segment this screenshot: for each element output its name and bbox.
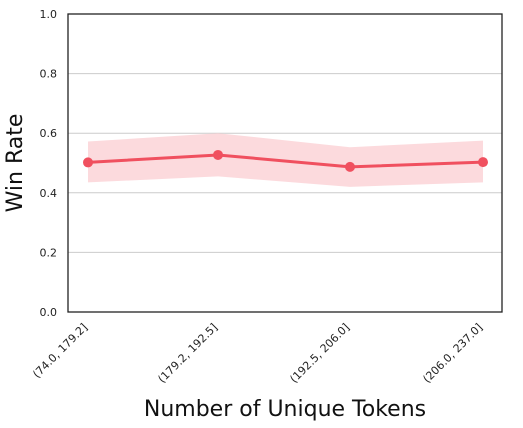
x-tick-label: (192.5, 206.0]	[287, 321, 352, 386]
x-tick-label: (74.0, 179.2]	[30, 321, 90, 381]
data-points	[83, 149, 488, 172]
data-point	[83, 157, 93, 168]
y-tick-labels: 0.0 0.2 0.4 0.6 0.8 1.0	[40, 8, 58, 319]
plot-frame	[67, 13, 503, 313]
y-axis-title: Win Rate	[3, 114, 28, 213]
x-tick-label: (179.2, 192.5]	[155, 321, 220, 386]
y-tick-label: 0.2	[40, 246, 58, 259]
y-tick-label: 1.0	[40, 8, 58, 21]
y-tick-label: 0.0	[40, 306, 58, 319]
data-point	[345, 161, 355, 172]
x-tick-label: (206.0, 237.0]	[420, 321, 485, 386]
grid-lines	[68, 73, 502, 253]
data-point	[213, 149, 223, 160]
y-tick-label: 0.8	[40, 68, 58, 81]
series-line	[87, 153, 484, 169]
x-axis-title: Number of Unique Tokens	[144, 397, 426, 422]
y-tick-label: 0.4	[40, 187, 58, 200]
data-point	[478, 157, 488, 168]
y-tick-label: 0.6	[40, 127, 58, 140]
x-tick-labels: (74.0, 179.2] (179.2, 192.5] (192.5, 206.0…	[30, 321, 485, 386]
